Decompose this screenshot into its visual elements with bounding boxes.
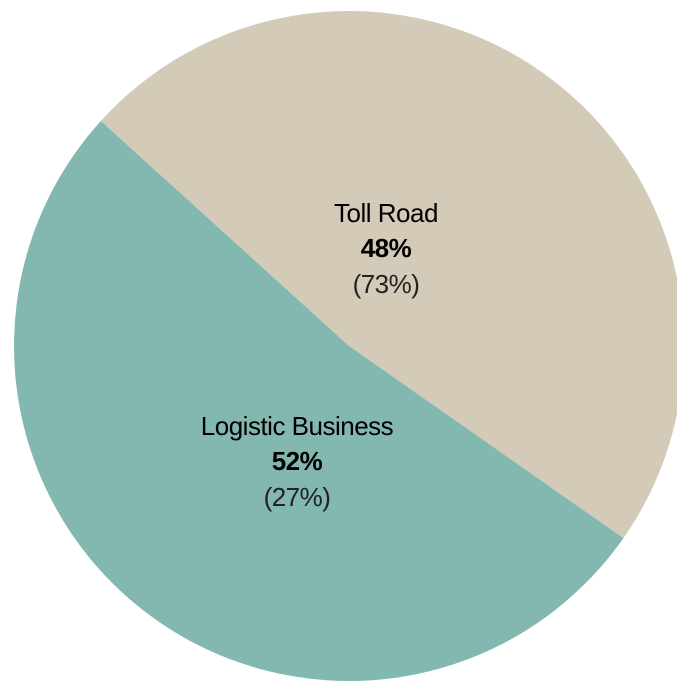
value-label: 48%: [361, 233, 412, 263]
value-label: 52%: [272, 446, 323, 476]
slice-label: Logistic Business: [201, 411, 394, 441]
secondary-label: (73%): [353, 269, 420, 299]
secondary-label: (27%): [264, 482, 331, 512]
pie-slice: [14, 120, 624, 681]
slice-label: Toll Road: [334, 198, 438, 228]
pie-slice: [100, 11, 677, 539]
